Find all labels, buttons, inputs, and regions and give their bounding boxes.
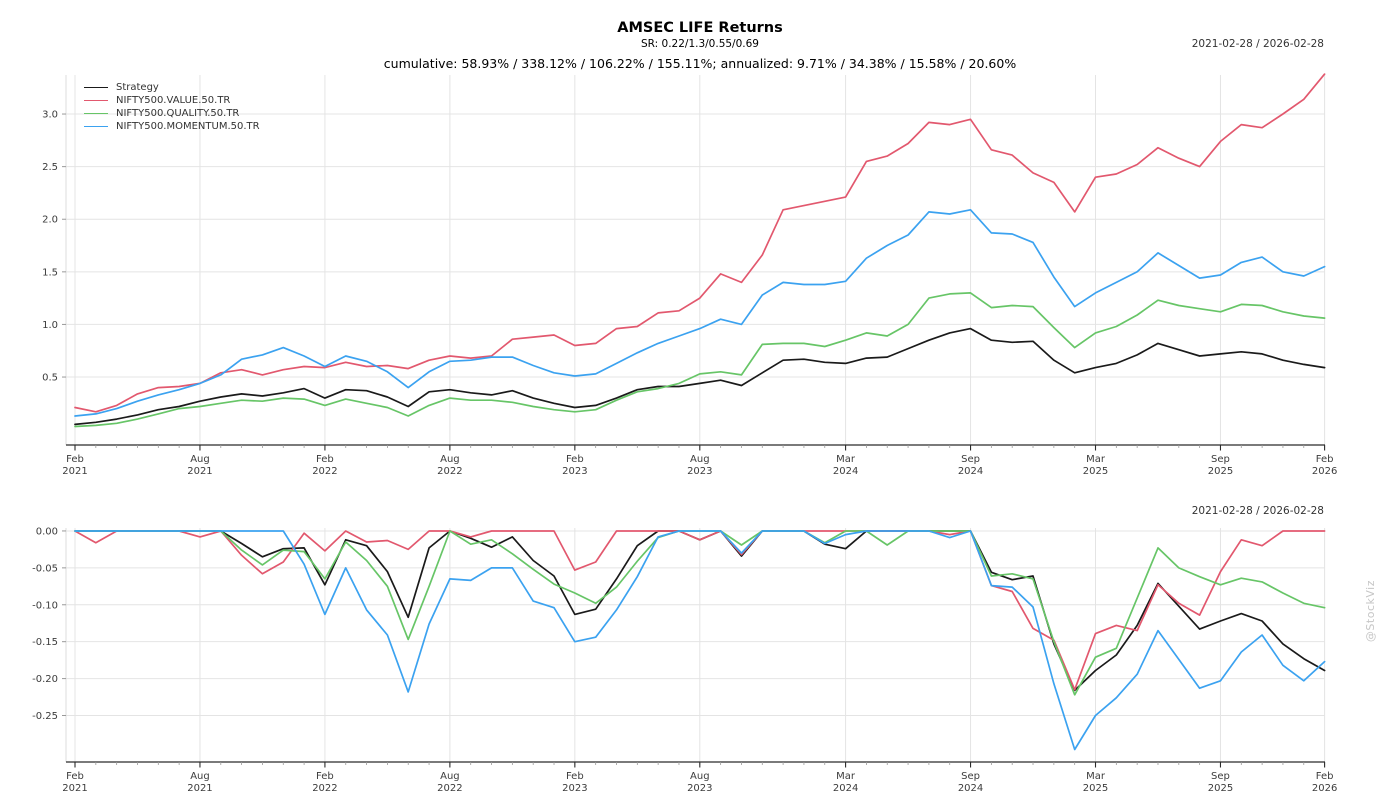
series-line-NIFTY500.VALUE.50.TR: [74, 530, 1326, 691]
legend-item: NIFTY500.MOMENTUM.50.TR: [84, 120, 260, 133]
x-tick-label: Aug 2022: [437, 771, 462, 794]
series-line-NIFTY500.QUALITY.50.TR: [74, 292, 1326, 428]
legend-label: NIFTY500.VALUE.50.TR: [116, 95, 231, 106]
period-label-top: 2021-02-28 / 2026-02-28: [1191, 38, 1324, 50]
y-tick-label: 1.5: [42, 267, 58, 278]
x-tick-label: Sep 2024: [958, 771, 983, 794]
x-tick-label: Feb 2022: [312, 771, 337, 794]
y-tick-label: -0.20: [32, 674, 58, 685]
x-tick-label: Aug 2023: [687, 771, 712, 794]
x-tick-label: Feb 2023: [562, 454, 587, 477]
series-line-NIFTY500.MOMENTUM.50.TR: [74, 208, 1326, 417]
x-tick-label: Aug 2022: [437, 454, 462, 477]
x-tick-label: Feb 2023: [562, 771, 587, 794]
legend: Strategy NIFTY500.VALUE.50.TR NIFTY500.QUA…: [84, 81, 260, 133]
legend-item: NIFTY500.QUALITY.50.TR: [84, 107, 260, 120]
gridlines: [66, 75, 1326, 445]
y-tick-label: 3.0: [42, 110, 58, 121]
x-tick-label: Feb 2026: [1312, 454, 1337, 477]
x-tick-label: Mar 2024: [833, 454, 858, 477]
y-tick-label: 0.5: [42, 373, 58, 384]
legend-label: NIFTY500.MOMENTUM.50.TR: [116, 121, 260, 132]
sharpe-ratio-subtitle: SR: 0.22/1.3/0.55/0.69: [641, 38, 759, 50]
x-tick-label: Mar 2024: [833, 771, 858, 794]
x-tick-label: Aug 2021: [187, 454, 212, 477]
x-tick-label: Mar 2025: [1083, 771, 1108, 794]
legend-swatch: [84, 126, 108, 127]
y-tick-label: 1.0: [42, 320, 58, 331]
page-title: AMSEC LIFE Returns: [617, 20, 783, 36]
legend-label: NIFTY500.QUALITY.50.TR: [116, 108, 240, 119]
y-tick-label: -0.25: [32, 711, 58, 722]
y-tick-label: -0.15: [32, 637, 58, 648]
legend-swatch: [84, 100, 108, 101]
x-tick-label: Sep 2025: [1208, 454, 1233, 477]
legend-item: Strategy: [84, 81, 260, 94]
x-tick-label: Aug 2021: [187, 771, 212, 794]
x-tick-label: Feb 2021: [62, 771, 87, 794]
x-tick-label: Mar 2025: [1083, 454, 1108, 477]
x-axis: Feb 2021 Aug 2021 Feb 2022 Aug 2022 Feb 2023 Aug 20…: [62, 761, 1337, 794]
x-tick-label: Sep 2024: [958, 454, 983, 477]
x-tick-label: Aug 2023: [687, 454, 712, 477]
legend-swatch: [84, 87, 108, 88]
cumulative-annualized-stats: cumulative: 58.93% / 338.12% / 106.22% /…: [383, 56, 1017, 71]
watermark: @StockViz: [1364, 580, 1377, 643]
legend-item: NIFTY500.VALUE.50.TR: [84, 94, 260, 107]
period-label-bottom: 2021-02-28 / 2026-02-28: [1191, 505, 1324, 517]
series-line-NIFTY500.MOMENTUM.50.TR: [74, 530, 1326, 751]
y-tick-label: 2.5: [42, 162, 58, 173]
x-tick-label: Feb 2026: [1312, 771, 1337, 794]
x-axis: Feb 2021 Aug 2021 Feb 2022 Aug 2022 Feb 2023 Aug 20…: [62, 444, 1337, 477]
legend-label: Strategy: [116, 82, 159, 93]
series-line-NIFTY500.VALUE.50.TR: [74, 73, 1326, 413]
panel-drawdown: 0.00 -0.05 -0.10 -0.15 -0.20 -0.25 Feb 2021 Aug 2…: [32, 526, 1337, 794]
y-tick-label: -0.05: [32, 563, 58, 574]
y-axis: 0.00 -0.05 -0.10 -0.15 -0.20 -0.25: [32, 526, 66, 722]
legend-swatch: [84, 113, 108, 114]
y-tick-label: 0.00: [36, 526, 58, 537]
gridlines: [66, 528, 1326, 762]
x-tick-label: Sep 2025: [1208, 771, 1233, 794]
series-line-Strategy: [74, 327, 1326, 426]
x-tick-label: Feb 2021: [62, 454, 87, 477]
y-tick-label: 2.0: [42, 215, 58, 226]
y-axis: 0.5 1.0 1.5 2.0 2.5 3.0: [42, 110, 66, 384]
x-tick-label: Feb 2022: [312, 454, 337, 477]
y-tick-label: -0.10: [32, 600, 58, 611]
panel-cumulative-returns: 0.5 1.0 1.5 2.0 2.5 3.0 Feb 2021 Aug 2021 Feb 2022 A…: [42, 73, 1337, 477]
